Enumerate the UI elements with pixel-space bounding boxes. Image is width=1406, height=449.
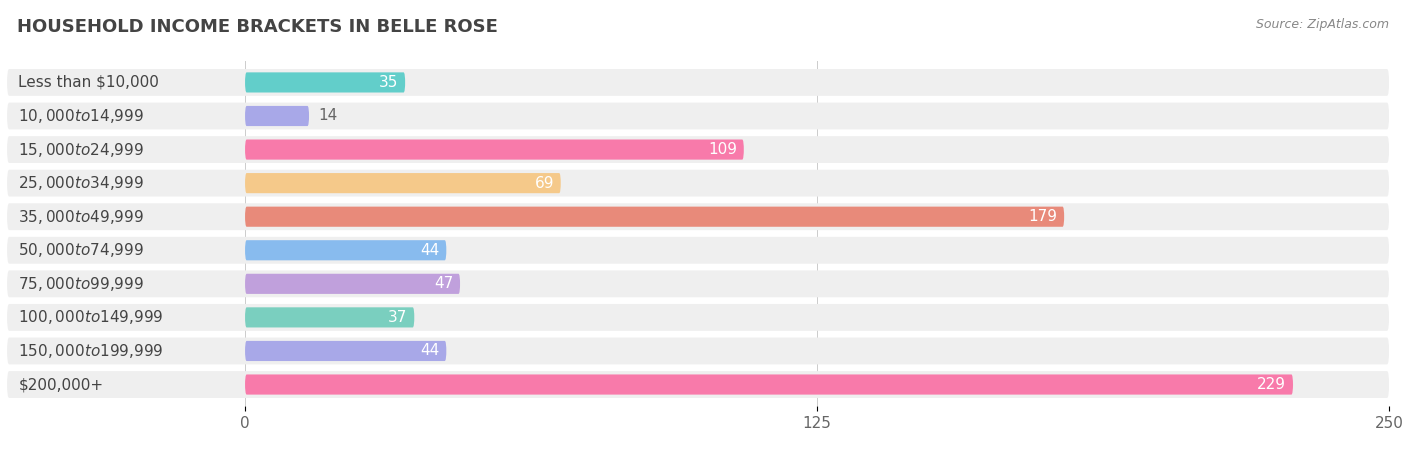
Text: $200,000+: $200,000+ <box>18 377 104 392</box>
Text: 14: 14 <box>318 109 337 123</box>
FancyBboxPatch shape <box>7 304 1389 331</box>
Text: $75,000 to $99,999: $75,000 to $99,999 <box>18 275 145 293</box>
Text: Less than $10,000: Less than $10,000 <box>18 75 159 90</box>
Text: Source: ZipAtlas.com: Source: ZipAtlas.com <box>1256 18 1389 31</box>
FancyBboxPatch shape <box>7 136 1389 163</box>
FancyBboxPatch shape <box>245 374 1294 395</box>
Text: 47: 47 <box>434 276 453 291</box>
Text: 179: 179 <box>1028 209 1057 224</box>
Text: 109: 109 <box>709 142 737 157</box>
FancyBboxPatch shape <box>245 106 309 126</box>
FancyBboxPatch shape <box>7 69 1389 96</box>
Text: 37: 37 <box>388 310 408 325</box>
Text: $50,000 to $74,999: $50,000 to $74,999 <box>18 241 145 259</box>
Text: $100,000 to $149,999: $100,000 to $149,999 <box>18 308 165 326</box>
FancyBboxPatch shape <box>7 371 1389 398</box>
FancyBboxPatch shape <box>7 237 1389 264</box>
FancyBboxPatch shape <box>7 270 1389 297</box>
Text: $25,000 to $34,999: $25,000 to $34,999 <box>18 174 145 192</box>
Text: 44: 44 <box>420 343 440 358</box>
FancyBboxPatch shape <box>245 173 561 193</box>
FancyBboxPatch shape <box>245 274 460 294</box>
FancyBboxPatch shape <box>245 240 446 260</box>
FancyBboxPatch shape <box>7 203 1389 230</box>
Text: HOUSEHOLD INCOME BRACKETS IN BELLE ROSE: HOUSEHOLD INCOME BRACKETS IN BELLE ROSE <box>17 18 498 36</box>
FancyBboxPatch shape <box>245 207 1064 227</box>
Text: 69: 69 <box>534 176 554 191</box>
Text: $35,000 to $49,999: $35,000 to $49,999 <box>18 208 145 226</box>
Text: $15,000 to $24,999: $15,000 to $24,999 <box>18 141 145 158</box>
Text: $10,000 to $14,999: $10,000 to $14,999 <box>18 107 145 125</box>
FancyBboxPatch shape <box>245 307 415 327</box>
Text: 35: 35 <box>380 75 398 90</box>
Text: 229: 229 <box>1257 377 1286 392</box>
FancyBboxPatch shape <box>245 341 446 361</box>
FancyBboxPatch shape <box>245 72 405 92</box>
FancyBboxPatch shape <box>7 338 1389 365</box>
FancyBboxPatch shape <box>7 102 1389 129</box>
FancyBboxPatch shape <box>7 170 1389 197</box>
Text: $150,000 to $199,999: $150,000 to $199,999 <box>18 342 165 360</box>
Text: 44: 44 <box>420 243 440 258</box>
FancyBboxPatch shape <box>245 140 744 160</box>
